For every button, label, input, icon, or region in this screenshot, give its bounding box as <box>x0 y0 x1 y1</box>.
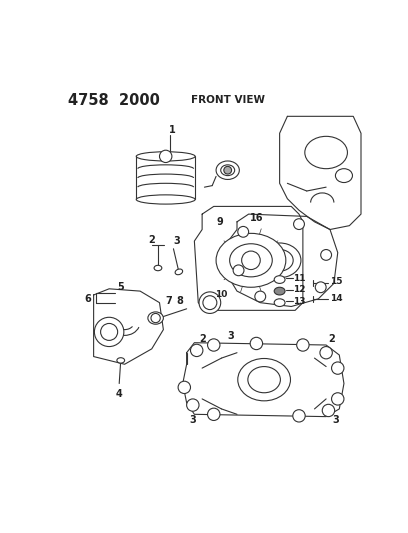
Ellipse shape <box>101 324 118 341</box>
Circle shape <box>294 219 304 230</box>
Text: 8: 8 <box>176 296 183 306</box>
Ellipse shape <box>216 233 286 287</box>
Text: 5: 5 <box>118 282 124 292</box>
Circle shape <box>242 251 260 270</box>
Text: 3: 3 <box>227 331 234 341</box>
Text: 15: 15 <box>330 277 342 286</box>
Text: 6: 6 <box>85 294 91 304</box>
Circle shape <box>297 339 309 351</box>
Circle shape <box>293 410 305 422</box>
Circle shape <box>250 337 263 350</box>
Ellipse shape <box>117 358 124 363</box>
Text: 2: 2 <box>149 235 155 245</box>
Circle shape <box>315 282 326 293</box>
Circle shape <box>208 339 220 351</box>
Circle shape <box>160 150 172 163</box>
Circle shape <box>332 362 344 374</box>
Text: 12: 12 <box>293 285 305 294</box>
Circle shape <box>208 408 220 421</box>
Circle shape <box>191 344 203 357</box>
Text: 10: 10 <box>215 290 228 300</box>
Ellipse shape <box>274 287 285 295</box>
Circle shape <box>321 249 332 260</box>
Ellipse shape <box>199 292 221 313</box>
Text: 14: 14 <box>330 294 342 303</box>
Ellipse shape <box>221 165 235 175</box>
Ellipse shape <box>238 359 290 401</box>
Ellipse shape <box>248 367 280 393</box>
Text: 16: 16 <box>250 213 263 223</box>
Circle shape <box>186 399 199 411</box>
Ellipse shape <box>148 312 163 324</box>
Ellipse shape <box>230 244 272 277</box>
Circle shape <box>151 313 160 322</box>
Text: 4758  2000: 4758 2000 <box>68 93 160 108</box>
Text: 4: 4 <box>116 389 122 399</box>
Circle shape <box>320 346 333 359</box>
Ellipse shape <box>203 296 217 310</box>
Text: 13: 13 <box>293 297 305 305</box>
Circle shape <box>255 291 266 302</box>
Ellipse shape <box>216 161 239 180</box>
Ellipse shape <box>136 152 195 161</box>
Circle shape <box>224 166 232 174</box>
Circle shape <box>178 381 191 393</box>
Text: 2: 2 <box>328 334 335 344</box>
Text: 11: 11 <box>293 273 305 282</box>
Ellipse shape <box>154 265 162 271</box>
Circle shape <box>332 393 344 405</box>
Text: 3: 3 <box>333 415 339 425</box>
Ellipse shape <box>335 168 353 182</box>
Circle shape <box>233 265 244 276</box>
Ellipse shape <box>274 276 285 284</box>
Circle shape <box>238 227 248 237</box>
Text: FRONT VIEW: FRONT VIEW <box>191 95 265 105</box>
Text: 9: 9 <box>217 217 223 227</box>
Ellipse shape <box>305 136 348 168</box>
Circle shape <box>322 405 335 417</box>
Text: 1: 1 <box>169 125 175 135</box>
Ellipse shape <box>94 317 124 346</box>
Text: 3: 3 <box>173 236 180 246</box>
Text: 3: 3 <box>189 415 196 425</box>
Ellipse shape <box>175 269 183 274</box>
Ellipse shape <box>274 299 285 306</box>
Text: 7: 7 <box>165 296 172 306</box>
Text: 2: 2 <box>200 334 206 344</box>
Ellipse shape <box>136 195 195 204</box>
